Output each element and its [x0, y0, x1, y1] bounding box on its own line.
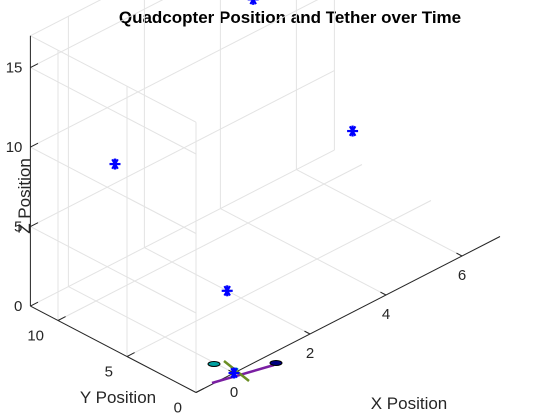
x-tick-label: 2 [306, 345, 314, 362]
z-tick-mark [30, 222, 39, 228]
data-point [228, 367, 240, 379]
asterisk-stroke [252, 0, 257, 5]
data-point [221, 285, 233, 297]
grid-line [30, 149, 335, 307]
y-axis-label: Y Position [80, 388, 156, 407]
quad-arm [211, 363, 275, 385]
grid-edge [30, 0, 102, 37]
y-axis-line [30, 305, 197, 393]
chart-title: Quadcopter Position and Tether over Time [119, 8, 461, 27]
grid-edge [30, 35, 197, 123]
z-tick-mark [30, 301, 39, 307]
x-axis-label: X Position [371, 394, 448, 413]
y-tick-mark [126, 352, 135, 357]
grid-line [30, 70, 335, 228]
grid-line [30, 0, 164, 69]
grid-line [30, 0, 319, 148]
y-tick-label: 5 [105, 364, 113, 381]
x-tick-mark [456, 252, 463, 257]
x-tick-mark [380, 291, 387, 296]
quad-arm [223, 360, 250, 382]
y-tick-mark [57, 316, 66, 321]
z-tick-label: 15 [6, 60, 23, 77]
grid-line [30, 146, 197, 234]
data-points [109, 0, 359, 379]
data-point [347, 125, 359, 137]
grid-line [220, 208, 387, 296]
z-axis-label: Z Position [15, 158, 34, 234]
y-tick-label: 0 [174, 400, 182, 417]
z-tick-mark [30, 142, 39, 148]
x-tick-mark [304, 330, 311, 335]
grid-line [126, 200, 432, 357]
asterisk-stroke [249, 0, 255, 5]
tick-labels: 0 2 4 6 0 5 10 0 5 10 15 [6, 60, 466, 417]
x-tick-label: 0 [230, 384, 238, 401]
quad-rotor [269, 360, 283, 366]
grid-line [68, 286, 235, 374]
x-tick-label: 4 [382, 306, 390, 323]
quad-rotor [207, 361, 221, 367]
axes [29, 35, 501, 393]
x-tick-label: 6 [458, 267, 466, 284]
grid-line [30, 67, 197, 155]
y-tick-mark [195, 388, 204, 393]
z-tick-label: 5 [14, 219, 22, 236]
grid [29, 0, 501, 393]
x-axis-line [195, 236, 501, 393]
data-point [247, 0, 259, 5]
quadcopter [207, 360, 283, 385]
y-tick-label: 10 [27, 328, 44, 345]
grid-line [30, 226, 197, 314]
z-tick-label: 0 [14, 298, 22, 315]
grid-line [296, 169, 463, 257]
data-point [109, 158, 121, 170]
grid-line [57, 164, 363, 321]
z-tick-label: 10 [6, 139, 23, 156]
z-tick-mark [30, 63, 39, 69]
